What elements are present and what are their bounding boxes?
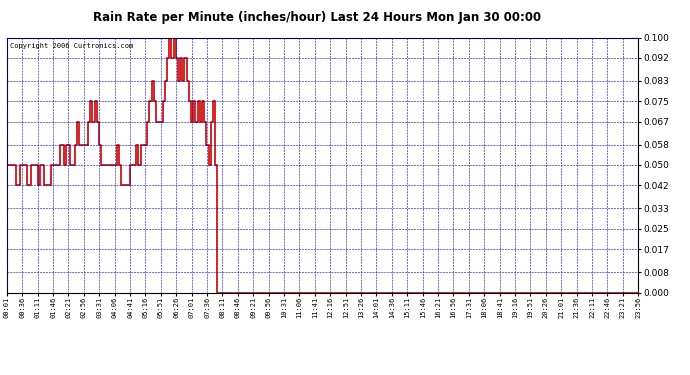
Text: Rain Rate per Minute (inches/hour) Last 24 Hours Mon Jan 30 00:00: Rain Rate per Minute (inches/hour) Last … — [93, 11, 542, 24]
Text: Copyright 2006 Curtronics.com: Copyright 2006 Curtronics.com — [10, 43, 133, 49]
